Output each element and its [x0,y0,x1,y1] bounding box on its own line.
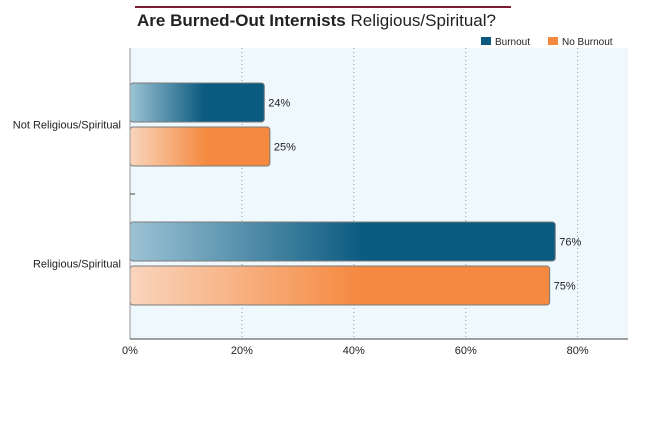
x-tick-label: 80% [567,345,589,357]
x-tick-labels: 0% 20% 40% 60% 80% [122,345,589,357]
bar-no-burnout [129,126,271,167]
chart-title: Are Burned-Out Internists Religious/Spir… [137,11,496,30]
data-label: 76% [559,237,581,249]
x-tick-label: 20% [231,345,253,357]
category-label: Religious/Spiritual [33,259,121,271]
legend-swatch [481,37,491,45]
x-tick-label: 40% [343,345,365,357]
data-label: 24% [268,98,290,110]
data-label: 75% [554,281,576,293]
legend-label: No Burnout [562,37,613,48]
bars: 24% 25% 76% 75% [129,82,581,306]
bar-burnout [129,82,265,123]
category-label: Not Religious/Spiritual [13,120,121,132]
legend: Burnout No Burnout [481,37,613,48]
bar-no-burnout [129,265,551,306]
legend-label: Burnout [495,37,530,48]
x-tick-label: 60% [455,345,477,357]
data-label: 25% [274,142,296,154]
legend-swatch [548,37,558,45]
category-labels: Not Religious/Spiritual Religious/Spiritu… [13,120,121,271]
bar-burnout [129,221,556,262]
x-tick-label: 0% [122,345,138,357]
